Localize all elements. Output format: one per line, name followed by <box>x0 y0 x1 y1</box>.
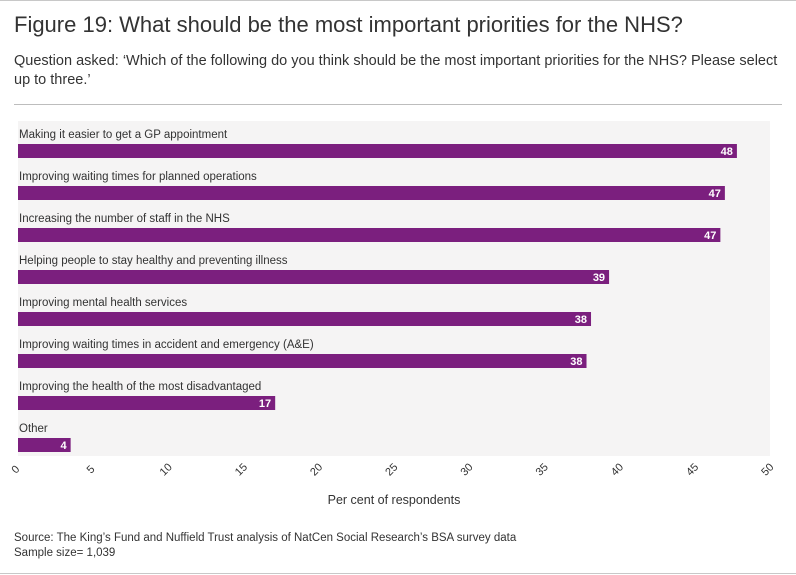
bar <box>18 144 737 158</box>
data-label: 38 <box>575 314 587 326</box>
x-tick-label: 30 <box>459 461 476 478</box>
x-tick-label: 20 <box>308 461 325 478</box>
top-border <box>0 0 796 1</box>
bar <box>18 312 592 326</box>
data-label: 47 <box>704 230 716 242</box>
data-label: 38 <box>570 356 582 368</box>
data-label: 39 <box>593 272 605 284</box>
chart-footer: Source: The King’s Fund and Nuffield Tru… <box>14 531 516 561</box>
category-label: Helping people to stay healthy and preve… <box>19 255 288 267</box>
data-label: 47 <box>709 188 721 200</box>
x-tick-label: 35 <box>534 461 551 478</box>
header-divider <box>14 104 782 105</box>
bar <box>18 354 587 368</box>
data-label: 17 <box>259 398 271 410</box>
x-tick-label: 15 <box>233 461 250 478</box>
x-tick-label: 40 <box>609 461 626 478</box>
category-label: Improving waiting times in accident and … <box>19 339 314 351</box>
x-tick-label: 50 <box>759 461 776 478</box>
x-tick-label: 45 <box>684 461 701 478</box>
bar <box>18 270 610 284</box>
bottom-border <box>0 573 796 574</box>
bar <box>18 438 71 452</box>
x-tick-label: 25 <box>383 461 400 478</box>
bar <box>18 396 276 410</box>
bar <box>18 228 721 242</box>
category-label: Other <box>19 423 48 435</box>
x-tick-label: 10 <box>158 461 175 478</box>
source-note: Source: The King’s Fund and Nuffield Tru… <box>14 532 517 544</box>
sample-size-note: Sample size= 1,039 <box>14 547 116 559</box>
x-tick-label: 0 <box>9 463 22 476</box>
chart-subtitle: Question asked: ‘Which of the following … <box>14 53 778 88</box>
bar <box>18 186 725 200</box>
data-label: 48 <box>721 146 733 158</box>
x-axis-title: Per cent of respondents <box>328 493 461 507</box>
category-label: Improving the health of the most disadva… <box>19 381 261 393</box>
chart-title: Figure 19: What should be the most impor… <box>14 12 683 37</box>
category-label: Improving mental health services <box>19 297 187 309</box>
category-label: Making it easier to get a GP appointment <box>19 129 228 141</box>
x-tick-label: 5 <box>85 463 98 476</box>
category-label: Increasing the number of staff in the NH… <box>19 213 230 225</box>
data-label: 4 <box>61 440 68 452</box>
category-label: Improving waiting times for planned oper… <box>19 171 257 183</box>
